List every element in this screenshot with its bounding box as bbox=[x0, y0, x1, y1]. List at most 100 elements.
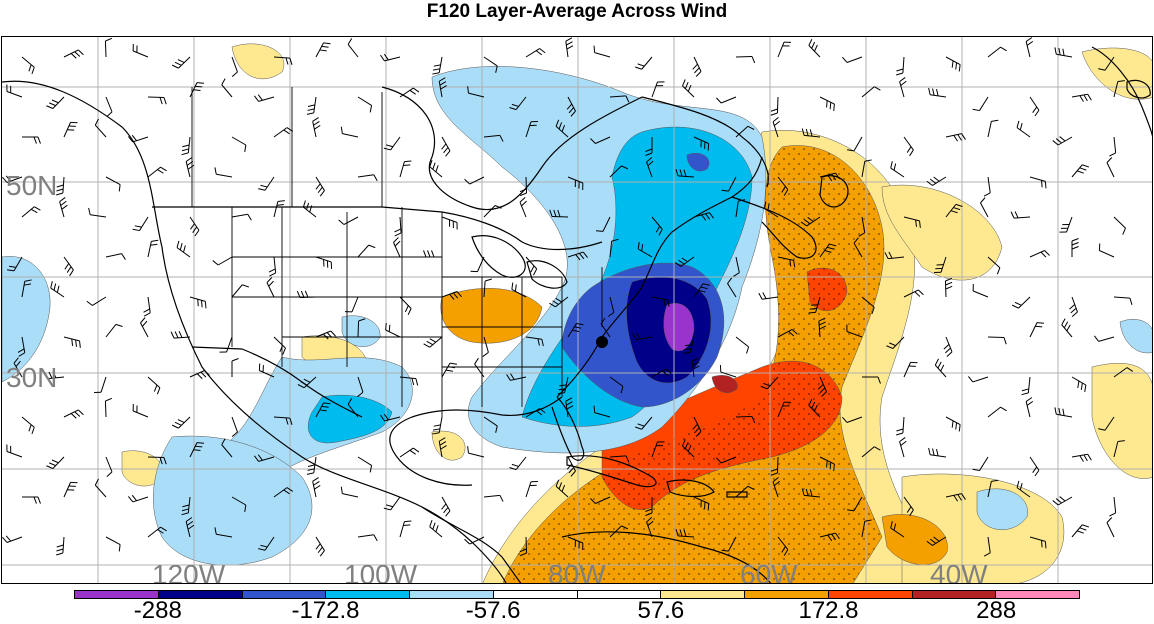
wind-barb bbox=[358, 175, 377, 181]
wind-barb bbox=[232, 417, 237, 437]
storm-center-marker[interactable] bbox=[596, 336, 608, 348]
wind-barb bbox=[297, 291, 316, 298]
wind-barb bbox=[1030, 97, 1039, 116]
wind-barb bbox=[442, 137, 450, 156]
wind-barb bbox=[594, 46, 610, 57]
wind-barb bbox=[1069, 297, 1077, 317]
wind-barb bbox=[1072, 377, 1086, 392]
lat-label-50n: 50N bbox=[6, 170, 57, 201]
wind-barb bbox=[313, 478, 321, 497]
wind-barb bbox=[22, 417, 34, 434]
wind-barb bbox=[274, 337, 286, 355]
wind-barb bbox=[1017, 121, 1030, 137]
wind-barb bbox=[106, 97, 112, 117]
wind-barb bbox=[1053, 497, 1072, 505]
wind-barb bbox=[475, 358, 484, 377]
wind-barb bbox=[424, 337, 442, 347]
wind-barb bbox=[232, 285, 249, 297]
wind-barb bbox=[106, 254, 125, 260]
wind-barb bbox=[929, 88, 946, 97]
wind-barb bbox=[442, 217, 457, 229]
wind-barb bbox=[128, 495, 148, 502]
wind-barb bbox=[64, 410, 83, 418]
wind-barb bbox=[148, 167, 167, 177]
wind-barb bbox=[771, 97, 778, 115]
wind-barb bbox=[929, 448, 946, 457]
wind-barb bbox=[316, 257, 332, 269]
wind-barb bbox=[652, 82, 664, 97]
wind-barb bbox=[526, 481, 538, 497]
wind-barb bbox=[64, 337, 80, 348]
wind-barb bbox=[1072, 525, 1089, 537]
wind-barb bbox=[809, 39, 820, 57]
wind-barb bbox=[1012, 297, 1030, 308]
wind-barb bbox=[232, 137, 246, 152]
wind-barb bbox=[1055, 407, 1072, 417]
wind-barb bbox=[172, 57, 190, 68]
wind-barb bbox=[393, 237, 400, 257]
wind-barb bbox=[968, 376, 988, 381]
wind-barb bbox=[1030, 177, 1046, 188]
wind-barb bbox=[400, 161, 411, 177]
lon-label-40w: 40W bbox=[930, 559, 988, 584]
negative-light-e bbox=[1120, 319, 1153, 353]
wind-barb bbox=[87, 297, 106, 305]
wind-barb bbox=[988, 120, 998, 137]
wind-barb bbox=[820, 97, 834, 111]
wind-barb bbox=[1026, 37, 1033, 57]
wind-barb bbox=[274, 201, 285, 217]
wind-barb bbox=[988, 337, 1006, 344]
wind-barb bbox=[442, 363, 457, 377]
wind-barb bbox=[64, 482, 77, 497]
wind-barb bbox=[465, 177, 484, 184]
wind-barb bbox=[1055, 47, 1072, 57]
wind-barb bbox=[232, 359, 239, 377]
weather-map[interactable]: 50N 30N 120W 100W 80W 60W 40W bbox=[2, 37, 1153, 584]
wind-barb bbox=[394, 217, 401, 236]
wind-barb bbox=[307, 97, 316, 114]
wind-barb bbox=[430, 520, 442, 537]
wind-barb bbox=[316, 43, 330, 57]
wind-barb bbox=[484, 205, 502, 217]
wind-barb bbox=[133, 44, 148, 57]
wind-barb bbox=[400, 448, 419, 457]
wind-barb bbox=[186, 157, 194, 177]
wind-barb bbox=[862, 87, 880, 97]
wind-barb bbox=[509, 457, 526, 470]
wind-barb bbox=[1107, 518, 1114, 537]
lat-label-30n: 30N bbox=[6, 362, 57, 393]
wind-barb bbox=[94, 377, 106, 393]
wind-barb bbox=[64, 257, 73, 276]
wind-barb bbox=[1011, 211, 1030, 218]
wind-barb bbox=[1022, 377, 1030, 395]
wind-barb bbox=[182, 137, 190, 155]
wind-barb bbox=[106, 537, 120, 551]
wind-barb bbox=[1114, 217, 1126, 235]
wind-barb bbox=[759, 293, 778, 300]
wind-barb bbox=[190, 297, 206, 308]
wind-barb bbox=[341, 127, 358, 137]
wind-barb bbox=[64, 50, 83, 58]
wind-barb bbox=[1053, 137, 1072, 145]
wind-barb bbox=[190, 370, 210, 378]
wind-barb bbox=[105, 38, 111, 57]
wind-barb bbox=[95, 479, 106, 497]
wind-barb bbox=[267, 278, 274, 297]
colorbar-label: -172.8 bbox=[291, 598, 359, 624]
wind-barb bbox=[51, 281, 64, 297]
wind-barb bbox=[520, 197, 527, 217]
colorbar-label: 172.8 bbox=[798, 598, 858, 624]
wind-barb bbox=[927, 177, 946, 185]
wind-barb bbox=[693, 57, 701, 76]
wind-barb bbox=[177, 241, 190, 257]
wind-barb bbox=[313, 118, 321, 137]
wind-barb bbox=[95, 119, 106, 137]
wind-barb bbox=[46, 97, 64, 109]
wind-barb bbox=[140, 318, 148, 337]
wind-barb bbox=[1072, 165, 1089, 177]
wind-barb bbox=[400, 521, 411, 537]
wind-barb bbox=[1026, 397, 1033, 417]
wind-barb bbox=[213, 257, 232, 265]
wind-barb bbox=[946, 57, 960, 71]
map-panel[interactable]: 50N 30N 120W 100W 80W 60W 40W bbox=[1, 36, 1153, 584]
